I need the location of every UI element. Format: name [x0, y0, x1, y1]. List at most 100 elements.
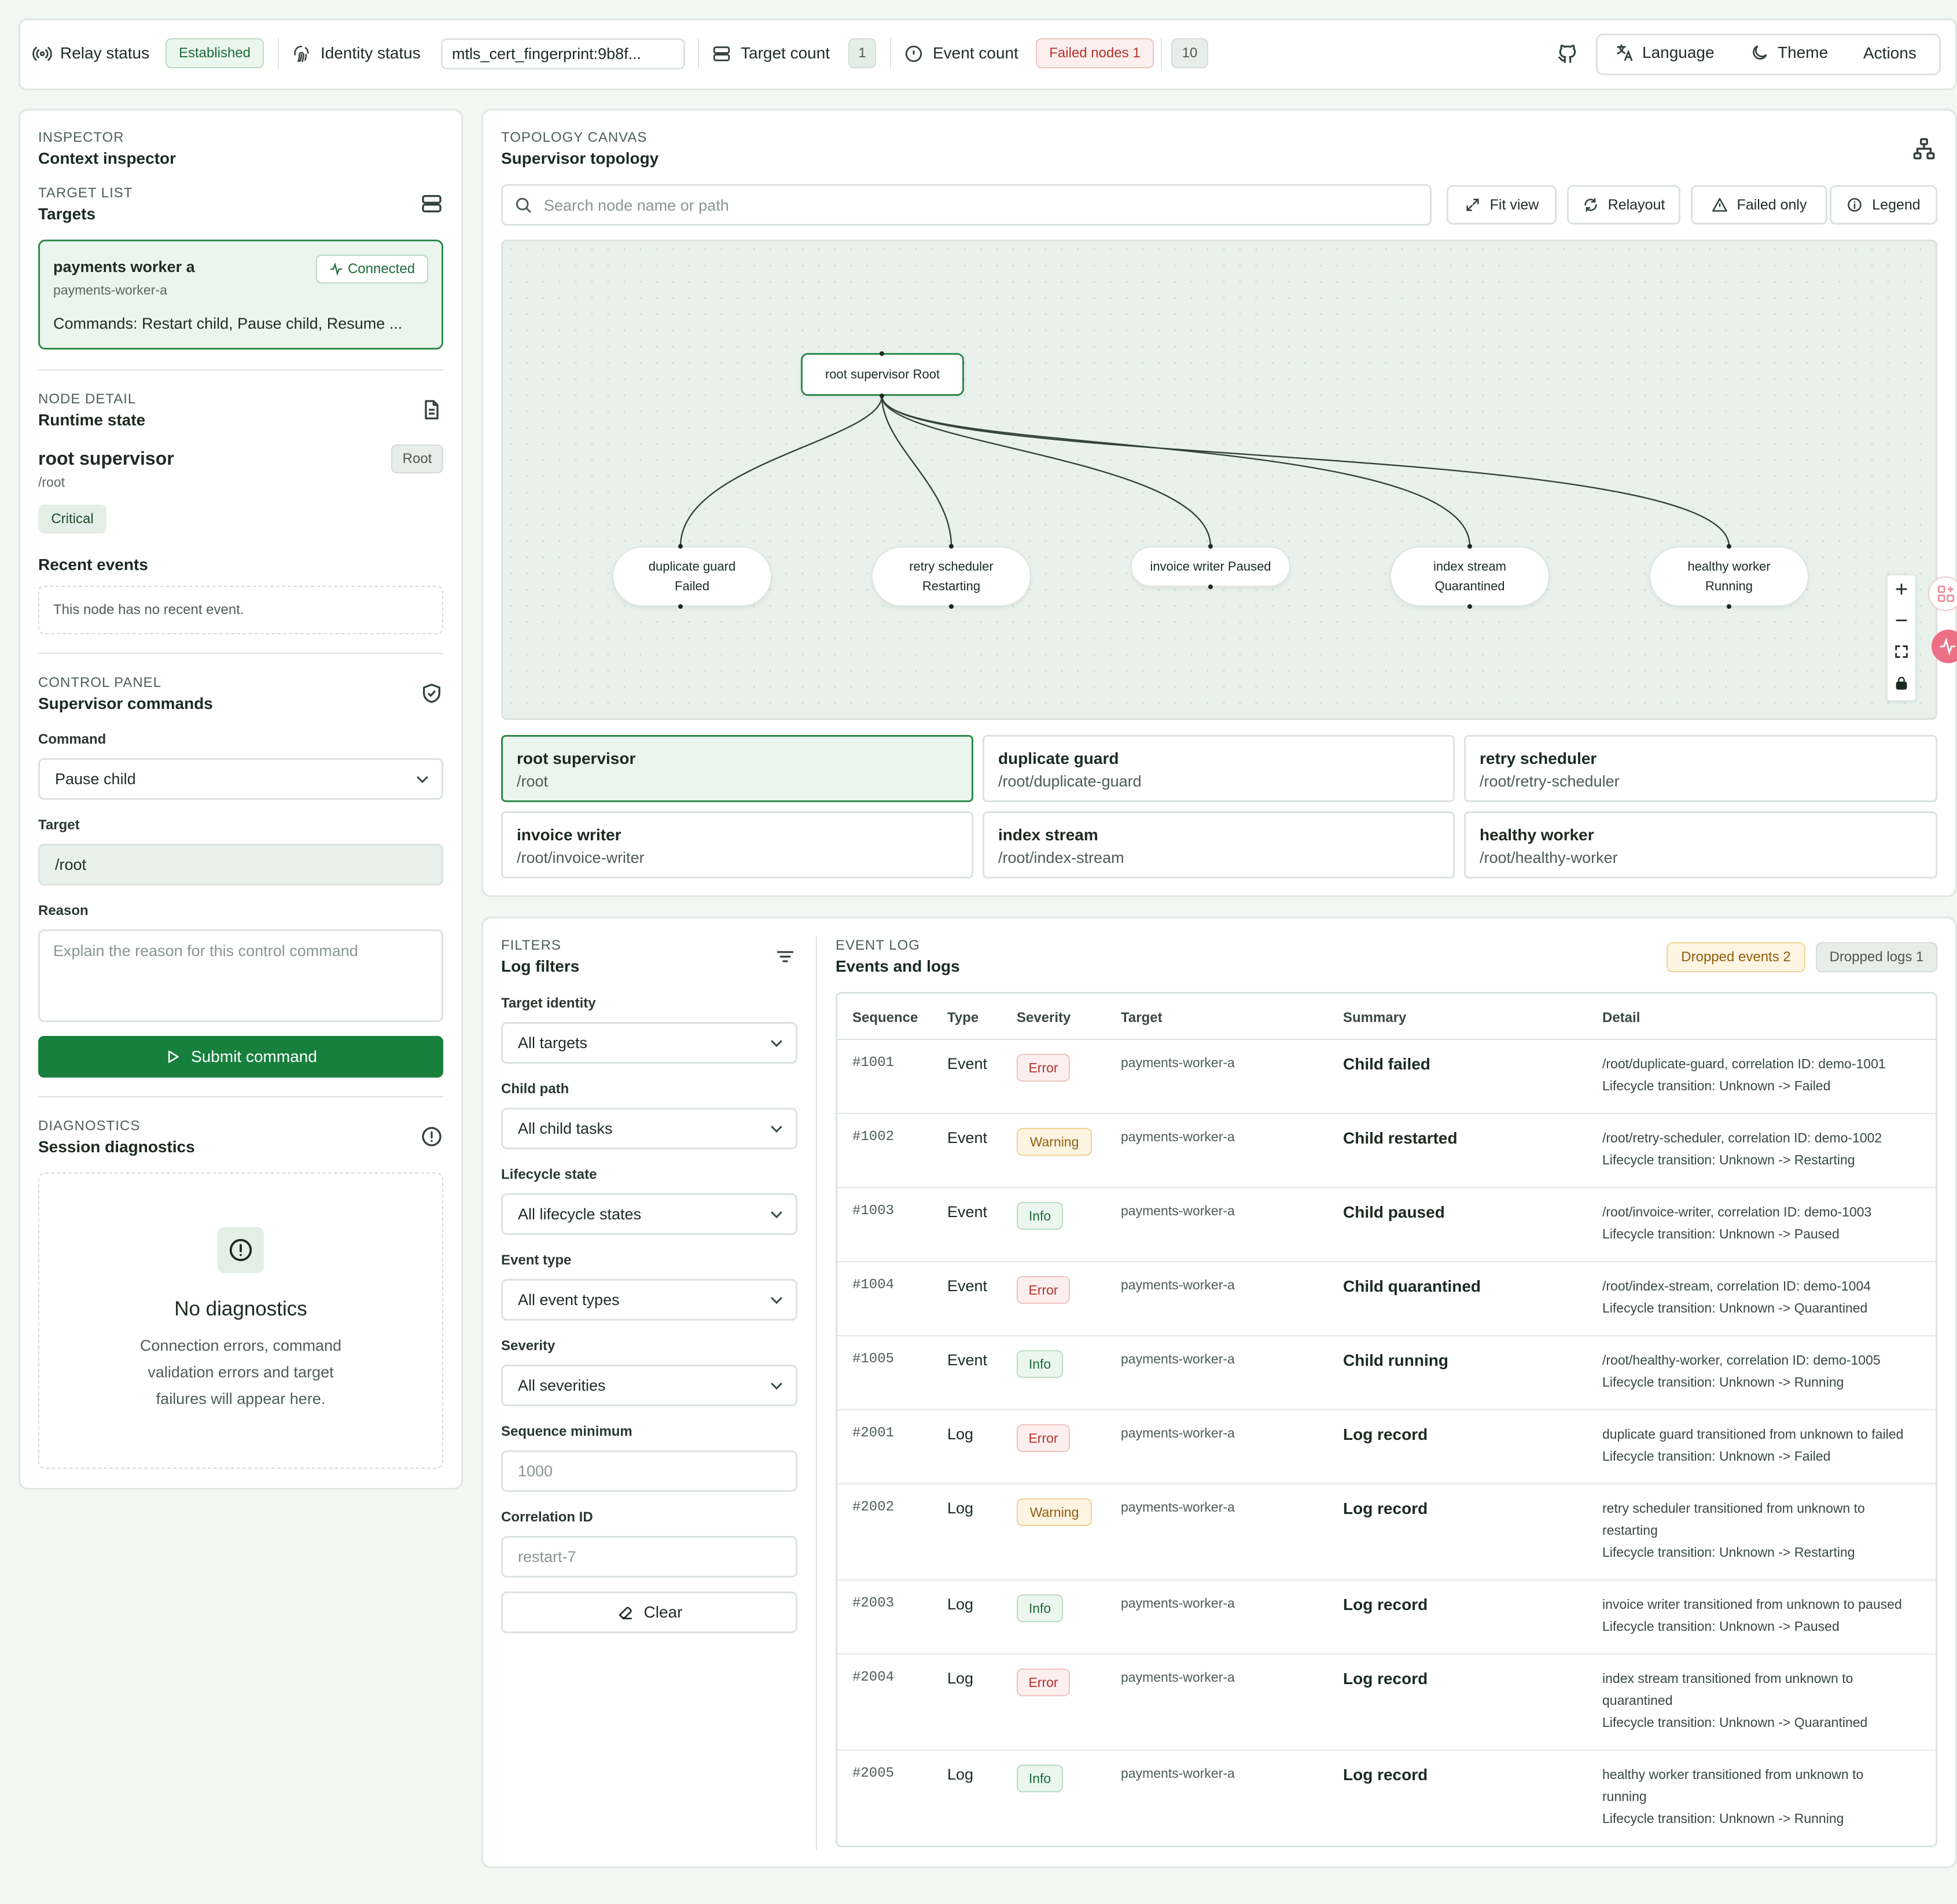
sequence-cell: #1001	[852, 1055, 895, 1071]
sequence-minimum-placeholder: 1000	[518, 1462, 553, 1480]
severity-badge: Info	[1017, 1765, 1063, 1792]
fit-view-button[interactable]: Fit view	[1447, 185, 1557, 225]
detail-line: Lifecycle transition: Unknown -> Restart…	[1602, 1152, 1855, 1167]
diagnostics-kicker: DIAGNOSTICS	[38, 1118, 141, 1134]
connected-label: Connected	[347, 261, 415, 277]
fullscreen-icon[interactable]	[1893, 644, 1910, 660]
summary-cell: Child restarted	[1343, 1129, 1458, 1147]
reason-placeholder: Explain the reason for this control comm…	[53, 942, 358, 960]
event-log-table: Sequence Type Severity Target Summary De…	[836, 992, 1937, 1847]
language-button[interactable]: Language	[1614, 43, 1715, 63]
table-row[interactable]: #1002 Event Warning payments-worker-a Child …	[837, 1114, 1936, 1188]
table-row[interactable]: #1005 Event Info payments-worker-a Child run…	[837, 1336, 1936, 1410]
child-path-select[interactable]: All child tasks	[501, 1108, 797, 1149]
table-row[interactable]: #1003 Event Info payments-worker-a Child pau…	[837, 1188, 1936, 1262]
event-log-kicker: EVENT LOG	[836, 938, 920, 953]
topology-node-invoice-writer[interactable]: invoice writer Paused	[1131, 546, 1290, 587]
table-row[interactable]: #2002 Log Warning payments-worker-a Log reco…	[837, 1484, 1936, 1580]
dropped-logs-badge: Dropped logs 1	[1816, 942, 1937, 972]
sequence-minimum-input[interactable]: 1000	[501, 1450, 797, 1492]
target-card-id: payments-worker-a	[53, 282, 167, 297]
table-row[interactable]: #2003 Log Info payments-worker-a Log record i…	[837, 1580, 1936, 1655]
relay-status-label: Relay status	[60, 44, 150, 62]
lock-icon[interactable]	[1893, 675, 1910, 691]
sequence-cell: #2001	[852, 1425, 895, 1441]
node-detail-title: Runtime state	[38, 411, 146, 429]
node-tile-duplicate-guard[interactable]: duplicate guard /root/duplicate-guard	[983, 735, 1455, 802]
reason-textarea[interactable]	[38, 929, 443, 1022]
diagnostics-alert-icon	[218, 1227, 264, 1273]
activity-icon	[330, 262, 343, 276]
lifecycle-select[interactable]: All lifecycle states	[501, 1193, 797, 1235]
node-tile-name: invoice writer	[517, 826, 621, 844]
node-state: Running	[1705, 579, 1753, 593]
severity-select[interactable]: All severities	[501, 1365, 797, 1406]
control-kicker: CONTROL PANEL	[38, 675, 162, 690]
node-tile-retry-scheduler[interactable]: retry scheduler /root/retry-scheduler	[1464, 735, 1937, 802]
child-path-value: All child tasks	[518, 1119, 613, 1137]
relayout-button[interactable]: Relayout	[1567, 185, 1680, 225]
zoom-in-icon[interactable]	[1893, 581, 1910, 597]
target-identity-label: Target identity	[501, 995, 596, 1011]
detail-line: Lifecycle transition: Unknown -> Quarant…	[1602, 1300, 1868, 1315]
detail-line: /root/retry-scheduler, correlation ID: d…	[1602, 1130, 1882, 1145]
github-icon[interactable]	[1557, 43, 1579, 65]
info-icon	[904, 44, 924, 64]
node-tile-healthy-worker[interactable]: healthy worker /root/healthy-worker	[1464, 811, 1937, 879]
summary-cell: Log record	[1343, 1766, 1428, 1784]
target-cell: payments-worker-a	[1121, 1203, 1235, 1218]
activity-widget-icon[interactable]	[1932, 630, 1957, 663]
zoom-out-icon[interactable]	[1893, 612, 1910, 628]
event-log-title: Events and logs	[836, 957, 960, 975]
topology-node-root[interactable]: root supervisor Root	[801, 353, 964, 396]
topology-node-duplicate-guard[interactable]: duplicate guard Failed	[612, 546, 772, 607]
sequence-cell: #2005	[852, 1766, 895, 1781]
table-row[interactable]: #1004 Event Error payments-worker-a Child qu…	[837, 1262, 1936, 1336]
target-count-badge: 1	[848, 38, 876, 68]
event-type-select[interactable]: All event types	[501, 1279, 797, 1321]
topology-node-retry-scheduler[interactable]: retry scheduler Restarting	[871, 546, 1031, 607]
sequence-cell: #2002	[852, 1499, 895, 1515]
node-tile-index-stream[interactable]: index stream /root/index-stream	[983, 811, 1455, 879]
sequence-cell: #1003	[852, 1203, 895, 1219]
detail-line: Lifecycle transition: Unknown -> Paused	[1602, 1226, 1840, 1241]
type-cell: Event	[947, 1055, 988, 1072]
event-count-label: Event count	[933, 44, 1018, 62]
chevron-down-icon	[771, 1035, 782, 1047]
correlation-id-input[interactable]: restart-7	[501, 1536, 797, 1578]
type-cell: Log	[947, 1425, 974, 1443]
detail-line: index stream transitioned from unknown t…	[1602, 1671, 1853, 1686]
table-row[interactable]: #1001 Event Error payments-worker-a Child fa…	[837, 1040, 1936, 1114]
failed-only-button[interactable]: Failed only	[1691, 185, 1827, 225]
node-tile-path: /root	[517, 773, 549, 790]
failed-nodes-badge: Failed nodes 1	[1036, 38, 1154, 68]
theme-label: Theme	[1778, 43, 1829, 61]
detail-line: /root/duplicate-guard, correlation ID: d…	[1602, 1056, 1886, 1071]
actions-button[interactable]: Actions	[1863, 44, 1916, 62]
clear-filters-button[interactable]: Clear	[501, 1591, 797, 1633]
devtools-widget-icon[interactable]	[1928, 576, 1957, 611]
diagnostics-empty-line2: validation errors and target	[148, 1363, 334, 1381]
legend-button[interactable]: Legend	[1830, 185, 1937, 225]
command-select[interactable]: Pause child	[38, 758, 443, 800]
target-identity-select[interactable]: All targets	[501, 1022, 797, 1064]
sequence-cell: #1005	[852, 1351, 895, 1367]
node-tile-root[interactable]: root supervisor /root	[501, 735, 973, 802]
type-cell: Log	[947, 1596, 974, 1613]
topology-node-healthy-worker[interactable]: healthy worker Running	[1649, 546, 1809, 607]
theme-button[interactable]: Theme	[1750, 43, 1828, 63]
table-row[interactable]: #2001 Log Error payments-worker-a Log record…	[837, 1410, 1936, 1484]
table-row[interactable]: #2004 Log Error payments-worker-a Log record…	[837, 1655, 1936, 1751]
node-search-input[interactable]	[501, 184, 1432, 226]
detail-line: /root/invoice-writer, correlation ID: de…	[1602, 1204, 1872, 1219]
filter-icon	[774, 946, 796, 968]
table-row[interactable]: #2005 Log Info payments-worker-a Log record h…	[837, 1751, 1936, 1846]
child-path-label: Child path	[501, 1081, 569, 1097]
node-tile-name: retry scheduler	[1480, 749, 1597, 767]
node-tile-invoice-writer[interactable]: invoice writer /root/invoice-writer	[501, 811, 973, 879]
target-card-commands: Commands: Restart child, Pause child, Re…	[53, 315, 403, 332]
submit-command-button[interactable]: Submit command	[38, 1036, 443, 1078]
topology-canvas[interactable]	[501, 240, 1937, 720]
chevron-down-icon	[771, 1378, 782, 1390]
diagnostics-empty-title: No diagnostics	[174, 1297, 307, 1320]
